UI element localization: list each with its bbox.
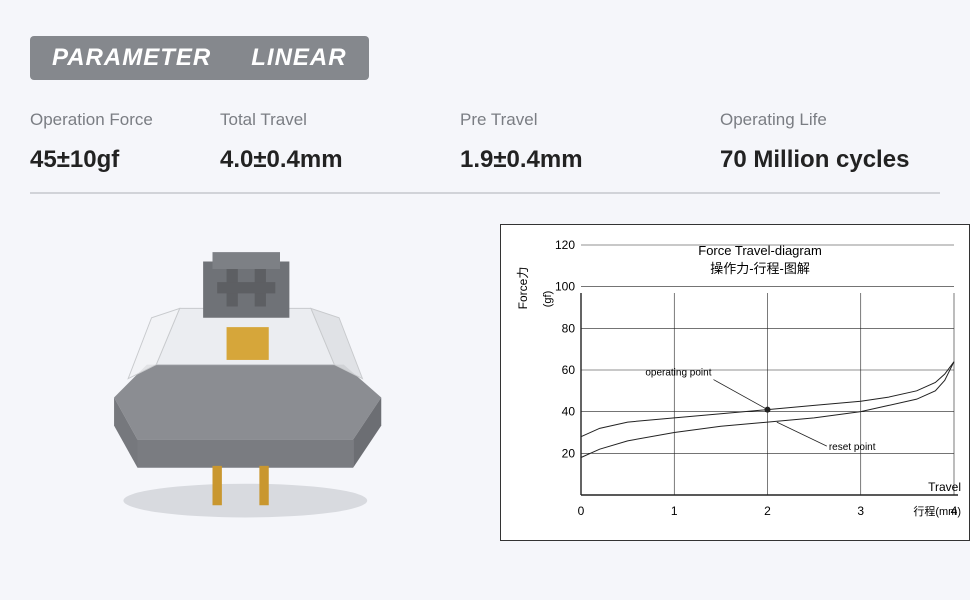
spec-operating-life: Operating Life 70 Million cycles [720,110,909,174]
spec-value: 1.9±0.4mm [460,146,700,174]
svg-text:2: 2 [764,504,771,518]
lower-row: Force力(gf)Force Travel-diagram操作力-行程-图解0… [30,224,940,541]
parameter-header: PARAMETER LINEAR [30,36,369,80]
svg-text:Force力: Force力 [516,267,530,310]
svg-text:0: 0 [578,504,585,518]
specs-row: Operation Force 45±10gf Total Travel 4.0… [30,110,940,194]
svg-text:3: 3 [857,504,864,518]
svg-text:1: 1 [671,504,678,518]
svg-text:reset point: reset point [829,442,876,453]
svg-text:Travel: Travel [928,480,961,494]
spec-pre-travel: Pre Travel 1.9±0.4mm [460,110,700,174]
svg-text:100: 100 [555,280,575,294]
svg-text:operating point: operating point [645,368,711,379]
spec-value: 45±10gf [30,146,200,174]
svg-text:60: 60 [562,363,576,377]
svg-text:120: 120 [555,238,575,252]
force-travel-chart: Force力(gf)Force Travel-diagram操作力-行程-图解0… [500,224,970,541]
header-word-linear: LINEAR [251,44,346,72]
spec-label: Pre Travel [460,110,700,130]
header-word-parameter: PARAMETER [52,44,211,72]
svg-text:20: 20 [562,446,576,460]
spec-label: Operating Life [720,110,909,130]
svg-text:操作力-行程-图解: 操作力-行程-图解 [710,261,810,276]
svg-text:(gf): (gf) [542,291,554,308]
switch-illustration [70,224,450,529]
spec-total-travel: Total Travel 4.0±0.4mm [220,110,440,174]
svg-text:80: 80 [562,321,576,335]
svg-text:行程(mm): 行程(mm) [913,505,961,518]
svg-text:40: 40 [562,405,576,419]
spec-label: Operation Force [30,110,200,130]
spec-operation-force: Operation Force 45±10gf [30,110,200,174]
spec-value: 4.0±0.4mm [220,146,440,174]
spec-label: Total Travel [220,110,440,130]
spec-value: 70 Million cycles [720,146,909,174]
